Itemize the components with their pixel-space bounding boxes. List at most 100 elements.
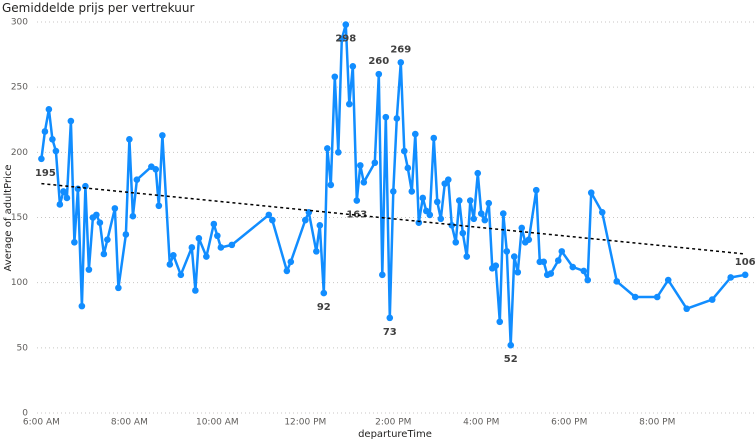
data-label: 52 (504, 354, 518, 365)
data-label: 260 (368, 56, 389, 67)
point (569, 263, 577, 271)
point (331, 73, 339, 81)
point (96, 219, 104, 227)
point (404, 164, 412, 172)
point (492, 262, 500, 270)
point (459, 229, 467, 237)
point (518, 224, 526, 232)
point (598, 208, 606, 216)
point (470, 215, 478, 223)
data-label: 92 (317, 302, 331, 313)
point (313, 248, 320, 255)
point (613, 278, 621, 285)
point (587, 189, 595, 197)
point (683, 305, 690, 313)
point (316, 222, 324, 229)
data-label: 163 (346, 210, 367, 221)
point (104, 236, 111, 243)
point (342, 21, 350, 28)
point (166, 261, 174, 268)
point (653, 293, 661, 301)
point (408, 188, 416, 195)
point (452, 238, 460, 246)
point (324, 145, 331, 152)
point (56, 201, 64, 208)
point (71, 238, 78, 246)
point (481, 216, 489, 224)
point (463, 253, 471, 260)
x-tick-label: 8:00 AM (111, 418, 148, 428)
point (430, 134, 438, 142)
point (400, 147, 408, 155)
data-label: 73 (383, 327, 397, 338)
point (496, 318, 504, 326)
data-label: 269 (390, 44, 411, 55)
point (584, 276, 592, 284)
point (419, 194, 427, 202)
x-axis-title: departureTime (358, 429, 432, 440)
point (554, 257, 562, 264)
point (437, 215, 445, 223)
point (510, 253, 518, 260)
point (129, 212, 137, 220)
point (444, 176, 452, 184)
y-tick-label: 150 (11, 213, 28, 223)
point (327, 181, 335, 189)
point (126, 136, 133, 143)
point (386, 314, 394, 322)
point (133, 176, 141, 184)
point (727, 274, 734, 281)
point (338, 35, 346, 43)
y-tick-label: 300 (11, 18, 28, 28)
x-tick-label: 10:00 AM (196, 418, 239, 428)
point (664, 276, 672, 284)
point (411, 130, 419, 138)
point (78, 302, 86, 310)
point (228, 241, 236, 249)
x-tick-label: 12:00 PM (284, 418, 326, 428)
point (448, 222, 456, 229)
y-tick-label: 100 (11, 278, 28, 288)
x-tick-label: 6:00 PM (551, 418, 587, 428)
point (203, 253, 210, 260)
point (375, 70, 383, 78)
point (514, 268, 522, 276)
point (41, 128, 49, 135)
point (177, 271, 185, 279)
x-tick-label: 4:00 PM (463, 418, 499, 428)
point (49, 136, 56, 143)
point (302, 216, 309, 224)
y-tick-label: 200 (11, 148, 28, 158)
series-line (40, 23, 746, 347)
point (525, 236, 533, 243)
point (60, 188, 67, 195)
point (580, 267, 588, 275)
point (397, 59, 405, 66)
point (45, 106, 53, 113)
point (283, 267, 291, 275)
data-label: 298 (335, 34, 356, 45)
point (741, 271, 749, 279)
point (214, 232, 221, 240)
point (485, 199, 493, 207)
point (507, 341, 515, 349)
point (477, 210, 485, 217)
point (415, 219, 423, 227)
point (210, 220, 218, 228)
point (170, 251, 177, 259)
point (195, 235, 203, 242)
point (188, 244, 196, 251)
point (122, 231, 130, 238)
point (38, 155, 45, 163)
point (335, 149, 342, 156)
x-tick-label: 8:00 PM (639, 418, 675, 428)
point (433, 198, 441, 206)
point (379, 271, 386, 279)
point (708, 296, 716, 303)
x-tick-label: 6:00 AM (23, 418, 60, 428)
point (466, 197, 474, 204)
point (540, 258, 548, 266)
point (217, 244, 225, 251)
point (63, 194, 71, 202)
